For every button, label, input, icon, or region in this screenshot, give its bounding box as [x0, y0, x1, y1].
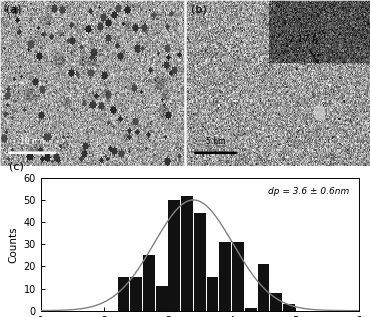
Bar: [258, 264, 269, 311]
Bar: [283, 304, 295, 311]
Bar: [168, 200, 180, 311]
Text: dp = 3.6 ± 0.6nm: dp = 3.6 ± 0.6nm: [268, 187, 349, 196]
Y-axis label: Counts: Counts: [8, 226, 18, 262]
Text: (b): (b): [191, 5, 207, 15]
Text: 2.17 Å: 2.17 Å: [289, 36, 318, 63]
Text: (a): (a): [6, 5, 21, 15]
Text: 5 nm: 5 nm: [206, 137, 225, 146]
Bar: [130, 277, 142, 311]
Bar: [143, 255, 155, 311]
Bar: [156, 286, 168, 311]
Bar: [232, 242, 244, 311]
Bar: [270, 293, 282, 311]
Bar: [219, 242, 231, 311]
Bar: [181, 196, 193, 311]
Bar: [118, 277, 130, 311]
Bar: [206, 277, 218, 311]
Bar: [194, 213, 206, 311]
Bar: [245, 308, 257, 311]
Text: (c): (c): [9, 161, 24, 171]
Text: 10 nm: 10 nm: [20, 137, 44, 146]
